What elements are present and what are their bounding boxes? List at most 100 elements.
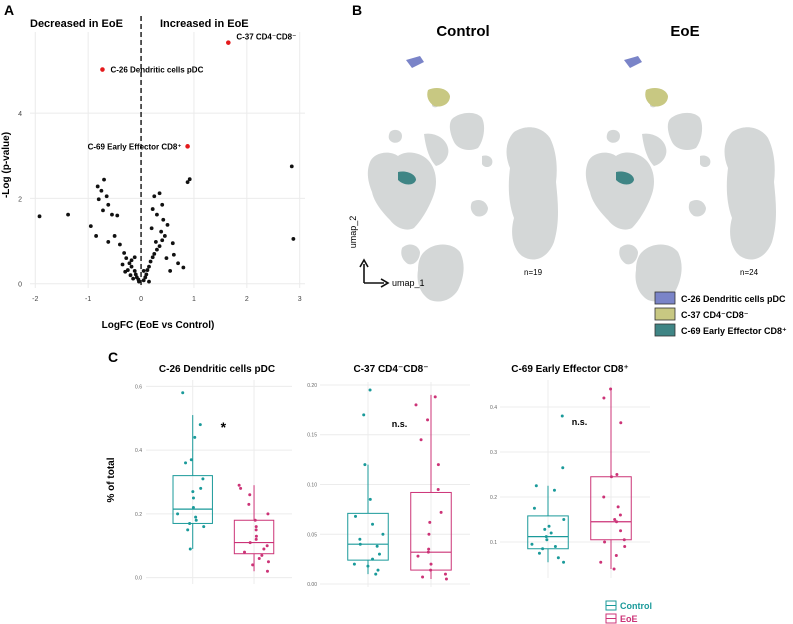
box-point <box>545 538 549 542</box>
scatter-point <box>157 191 162 196</box>
box-point <box>188 547 192 551</box>
scatter-point <box>137 279 141 284</box>
box-point <box>615 520 619 524</box>
box-point <box>193 435 197 439</box>
box-point <box>254 534 258 538</box>
box-point <box>556 556 560 560</box>
scatter-point <box>161 217 166 222</box>
box-point <box>530 542 534 546</box>
scatter-point <box>147 264 151 269</box>
header-decreased: Decreased in EoE <box>30 18 123 30</box>
umap-eoe <box>585 56 776 302</box>
box-point <box>266 512 270 516</box>
box-point <box>562 518 566 521</box>
highlight-point <box>226 40 231 45</box>
scatter-point <box>115 213 120 218</box>
box-y-label: % of total <box>106 457 117 502</box>
legend-label-c26: C-26 Dendritic cells pDC <box>681 294 786 304</box>
box-point <box>616 505 620 509</box>
box-point <box>618 513 622 517</box>
box-point <box>561 466 565 470</box>
scatter-point <box>95 184 100 189</box>
box-point <box>366 564 370 568</box>
box-point <box>368 497 372 501</box>
legend-swatch-c37 <box>654 307 676 321</box>
box-point <box>433 395 437 399</box>
box-point <box>534 484 538 488</box>
scatter-point <box>129 264 134 269</box>
y-tick-label: 4 <box>18 111 22 118</box>
box-y-tick-label: 0.6 <box>135 384 142 390</box>
box-point <box>376 568 380 572</box>
scatter-point <box>185 180 190 185</box>
box-point <box>609 387 613 391</box>
scatter-point <box>66 212 70 217</box>
box-point <box>375 544 379 548</box>
box-point <box>352 562 356 566</box>
box-point <box>426 418 430 422</box>
box-point <box>260 553 264 557</box>
scatter-point <box>171 252 176 257</box>
umap-eoe-c26-area <box>624 56 642 68</box>
umap-control-c26-area <box>406 56 424 68</box>
box-plots: C-26 Dendritic cells pDC C-37 CD4⁻CD8⁻ C… <box>106 364 652 624</box>
scatter-point <box>165 222 170 227</box>
box-control <box>347 512 389 561</box>
box-y-tick-label: 0.15 <box>307 433 317 439</box>
highlight-label: C-26 Dendritic cells pDC <box>110 66 203 75</box>
scatter-point <box>132 269 137 273</box>
box-point <box>191 496 195 500</box>
umap-count-eoe: n=24 <box>740 268 759 277</box>
highlight-point <box>185 144 190 149</box>
box-point <box>202 525 206 529</box>
box-point <box>354 514 358 518</box>
scatter-point <box>96 197 101 202</box>
scatter-point <box>127 261 132 266</box>
x-tick-label: 3 <box>298 296 302 303</box>
umap-panel: Control EoE umap_1 umap_2 n=19 n=24 <box>348 23 787 337</box>
box-point <box>254 525 258 529</box>
scatter-point <box>124 256 129 261</box>
x-axis-label: LogFC (EoE vs Control) <box>102 320 215 331</box>
box-point <box>381 532 385 536</box>
panel-c-letter: C <box>108 349 118 365</box>
box-y-tick-label: 0.20 <box>307 383 317 389</box>
box-point <box>614 554 618 557</box>
box-y-tick-label: 0.00 <box>307 582 317 588</box>
box-point <box>358 542 362 546</box>
box-point <box>619 421 623 425</box>
box-point <box>429 562 433 566</box>
header-increased: Increased in EoE <box>160 18 249 30</box>
box-point <box>186 528 190 532</box>
box-point <box>265 569 269 573</box>
umap-eoe-c69-area <box>616 171 634 185</box>
umap-y-label: umap_2 <box>348 216 358 249</box>
box-point <box>254 537 258 541</box>
box-point <box>560 414 564 418</box>
box-title-c26: C-26 Dendritic cells pDC <box>159 364 275 375</box>
box-y-tick-label: 0.4 <box>490 405 497 411</box>
scatter-point <box>164 256 169 261</box>
box-title-c69: C-69 Early Effector CD8⁺ <box>511 364 629 375</box>
box-point <box>623 545 627 548</box>
scatter-point <box>131 276 136 281</box>
box-point <box>201 477 205 481</box>
legend-label-c37: C-37 CD4⁻CD8⁻ <box>681 310 749 320</box>
box-y-tick-label: 0.0 <box>135 576 142 582</box>
box-point <box>191 490 195 494</box>
box-point <box>363 463 367 467</box>
box-point <box>562 560 566 564</box>
box-point <box>253 518 257 522</box>
panel-b-letter: B <box>352 2 362 18</box>
x-tick-label: -2 <box>32 296 38 303</box>
scatter-point <box>150 255 155 260</box>
scatter-point <box>157 244 162 249</box>
box-point <box>428 520 432 524</box>
box-legend-label-control: Control <box>620 601 652 611</box>
box-point <box>377 552 381 556</box>
box-point <box>553 545 557 548</box>
box-point <box>532 506 536 510</box>
box-point <box>191 506 195 509</box>
box-point <box>239 486 243 490</box>
box-point <box>198 423 202 427</box>
